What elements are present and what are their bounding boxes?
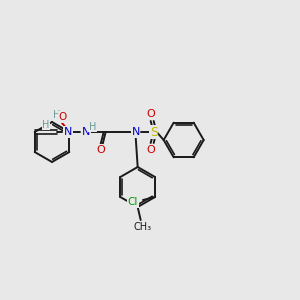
Text: O: O <box>58 112 66 122</box>
Text: N: N <box>131 127 140 137</box>
Text: H: H <box>89 122 96 132</box>
Text: O: O <box>96 145 105 155</box>
Text: S: S <box>150 125 158 139</box>
Text: H: H <box>52 110 60 120</box>
Text: N: N <box>82 127 90 137</box>
Text: O: O <box>146 145 155 155</box>
Text: CH₃: CH₃ <box>134 222 152 232</box>
Text: O: O <box>146 109 155 119</box>
Text: Cl: Cl <box>128 197 138 207</box>
Text: N: N <box>64 127 72 137</box>
Text: H: H <box>42 120 50 130</box>
